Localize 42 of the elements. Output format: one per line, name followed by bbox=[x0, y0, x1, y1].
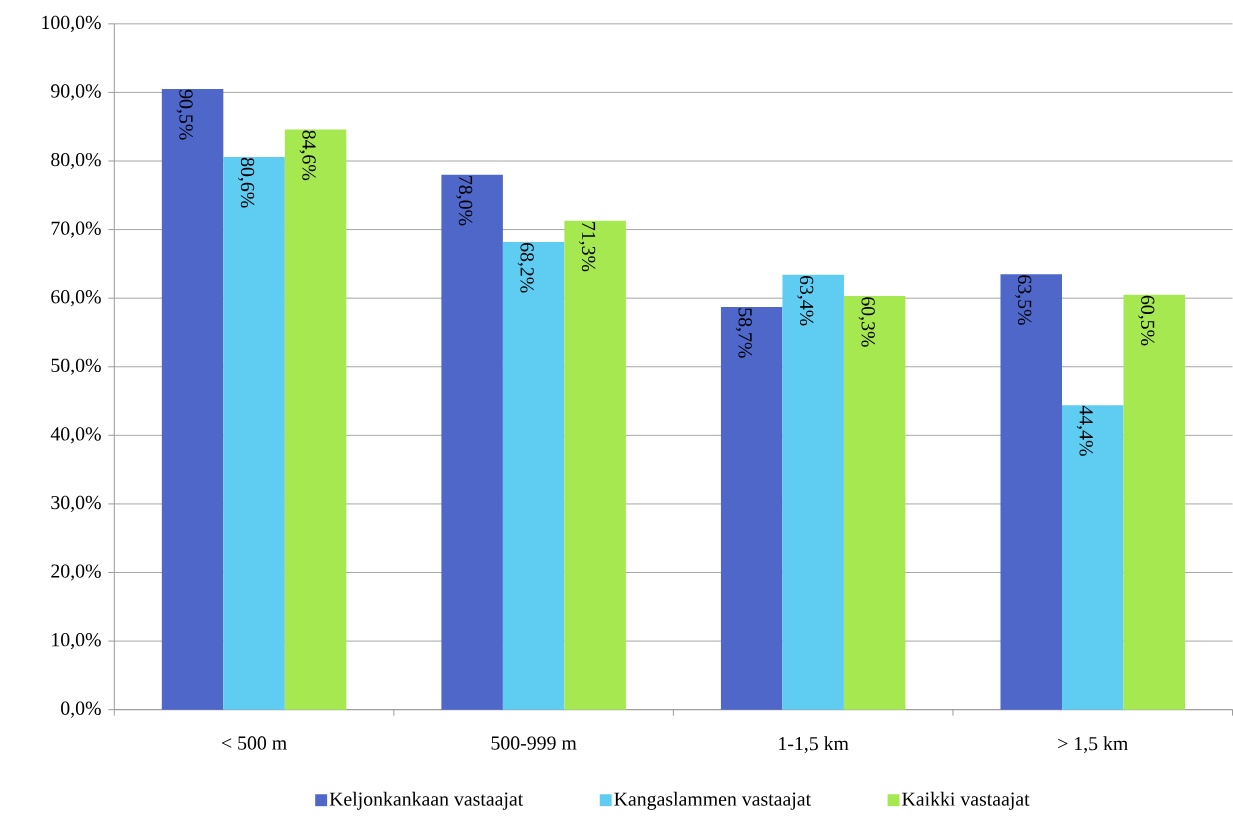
bar bbox=[223, 156, 285, 710]
bar bbox=[843, 296, 906, 710]
bar bbox=[284, 129, 347, 710]
bar bbox=[441, 174, 503, 710]
data-label: 68,2% bbox=[517, 242, 534, 293]
data-label: 63,5% bbox=[1015, 275, 1032, 325]
x-tick-label: 500-999 m bbox=[491, 736, 577, 750]
y-tick-label: 0,0% bbox=[61, 701, 101, 718]
bar bbox=[564, 220, 626, 710]
bar bbox=[161, 88, 224, 710]
data-label: 90,5% bbox=[176, 89, 193, 140]
y-tick-label: 30,0% bbox=[51, 495, 101, 513]
y-tick-label: 40,0% bbox=[50, 427, 101, 444]
y-tick-label: 20,0% bbox=[51, 564, 101, 581]
legend-label: Kangaslammen vastaajat bbox=[614, 791, 811, 810]
x-tick-label: < 500 m bbox=[221, 736, 287, 750]
legend-label: Keljonkankaan vastaajat bbox=[329, 791, 524, 810]
bar bbox=[1061, 405, 1124, 710]
y-tick-label: 90,0% bbox=[51, 84, 101, 101]
bar bbox=[782, 274, 844, 710]
y-tick-label: 80,0% bbox=[51, 152, 101, 170]
y-tick-label: 100,0% bbox=[42, 15, 101, 32]
y-tick-label: 50,0% bbox=[51, 358, 101, 375]
data-label: 63,4% bbox=[797, 275, 814, 326]
data-label: 60,3% bbox=[858, 297, 875, 347]
data-label: 84,6% bbox=[299, 130, 316, 181]
data-label: 71,3% bbox=[579, 222, 596, 272]
data-label: 80,6% bbox=[238, 157, 255, 208]
data-label: 78,0% bbox=[456, 176, 473, 226]
x-tick-label: 1-1,5 km bbox=[779, 736, 849, 754]
data-label: 44,4% bbox=[1076, 405, 1093, 456]
y-tick-label: 60,0% bbox=[51, 290, 101, 307]
bar bbox=[502, 241, 565, 710]
x-tick-label: > 1,5 km bbox=[1058, 736, 1128, 754]
data-label: 60,5% bbox=[1138, 295, 1155, 346]
bar bbox=[720, 307, 783, 710]
legend-label: Kaikki vastaajat bbox=[902, 791, 1030, 810]
y-tick-label: 10,0% bbox=[52, 632, 101, 650]
bar bbox=[1123, 294, 1185, 710]
bar bbox=[1000, 274, 1062, 710]
y-tick-label: 70,0% bbox=[51, 221, 101, 238]
data-label: 58,7% bbox=[735, 308, 752, 358]
